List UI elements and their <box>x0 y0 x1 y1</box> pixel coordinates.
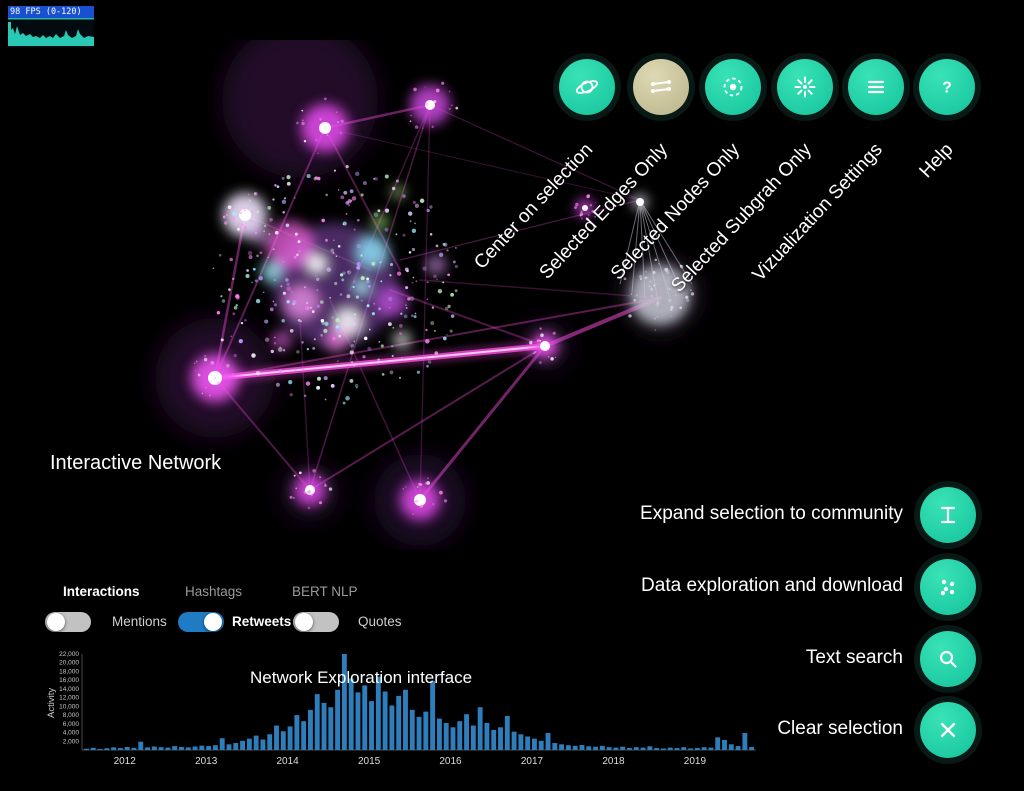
center-on-selection-button[interactable] <box>559 59 615 115</box>
mentions-toggle-label: Mentions <box>112 614 167 629</box>
selected-edges-only-button[interactable] <box>633 59 689 115</box>
svg-text:2,000: 2,000 <box>63 738 80 745</box>
menu-icon <box>867 80 885 94</box>
toggle-knob <box>295 613 313 631</box>
chart-title: Network Exploration interface <box>250 668 473 687</box>
expand-selection-label: Expand selection to community <box>640 503 903 524</box>
visualization-settings-button[interactable] <box>848 59 904 115</box>
svg-text:22,000: 22,000 <box>59 651 79 658</box>
retweets-toggle-label: Retweets <box>232 614 292 629</box>
svg-text:14,000: 14,000 <box>59 686 79 693</box>
edges-icon <box>651 80 671 93</box>
retweets-toggle[interactable] <box>178 612 224 632</box>
svg-text:?: ? <box>942 80 952 97</box>
svg-text:6,000: 6,000 <box>63 721 80 728</box>
svg-text:18,000: 18,000 <box>59 669 79 676</box>
text-search-button[interactable] <box>920 631 976 687</box>
svg-text:2017: 2017 <box>521 756 544 767</box>
expand-icon <box>940 506 956 524</box>
svg-text:Activity: Activity <box>46 688 57 718</box>
explore-icon <box>940 579 955 596</box>
toggle-knob <box>47 613 65 631</box>
svg-text:10,000: 10,000 <box>59 703 79 710</box>
quotes-toggle-label: Quotes <box>358 614 402 629</box>
quotes-toggle[interactable] <box>293 612 339 632</box>
svg-text:2013: 2013 <box>195 756 218 767</box>
help-button[interactable]: ? <box>919 59 975 115</box>
subgraph-icon <box>794 76 816 98</box>
svg-text:16,000: 16,000 <box>59 677 79 684</box>
svg-text:4,000: 4,000 <box>63 730 80 737</box>
expand-selection-button[interactable] <box>920 487 976 543</box>
clear-selection-label: Clear selection <box>777 718 903 739</box>
svg-text:2016: 2016 <box>439 756 462 767</box>
svg-text:2014: 2014 <box>276 756 299 767</box>
svg-text:20,000: 20,000 <box>59 660 79 667</box>
data-exploration-label: Data exploration and download <box>641 575 903 596</box>
selected-subgraph-only-button[interactable] <box>777 59 833 115</box>
network-graph[interactable] <box>140 40 730 550</box>
close-icon <box>940 722 956 738</box>
svg-text:2019: 2019 <box>684 756 707 767</box>
tab-bert-nlp[interactable]: BERT NLP <box>292 584 358 599</box>
fps-label: 98 FPS (0-120) <box>8 6 94 18</box>
help-label: Help <box>915 139 958 183</box>
search-icon <box>939 650 957 668</box>
clear-selection-button[interactable] <box>920 702 976 758</box>
svg-text:2012: 2012 <box>114 756 137 767</box>
center-icon <box>575 80 599 94</box>
nodes-icon <box>723 77 743 97</box>
selected-nodes-only-button[interactable] <box>705 59 761 115</box>
svg-text:2018: 2018 <box>602 756 625 767</box>
network-speckles <box>194 81 695 515</box>
tab-interactions[interactable]: Interactions <box>63 584 140 599</box>
mentions-toggle[interactable] <box>45 612 91 632</box>
fps-sparkline <box>8 18 94 46</box>
toggle-knob <box>204 613 222 631</box>
svg-text:8,000: 8,000 <box>63 712 80 719</box>
fps-widget: 98 FPS (0-120) <box>8 6 94 48</box>
visualization-settings-label: Vizualization Settings <box>748 139 887 286</box>
tab-hashtags[interactable]: Hashtags <box>185 584 243 599</box>
text-search-label: Text search <box>805 647 903 668</box>
network-caption: Interactive Network <box>50 452 222 474</box>
data-exploration-button[interactable] <box>920 559 976 615</box>
help-icon: ? <box>942 80 952 97</box>
svg-text:2015: 2015 <box>358 756 381 767</box>
activity-chart[interactable]: 2,000 4,000 6,000 8,000 10,000 12,000 14,000 16… <box>44 650 764 780</box>
svg-text:12,000: 12,000 <box>59 695 79 702</box>
